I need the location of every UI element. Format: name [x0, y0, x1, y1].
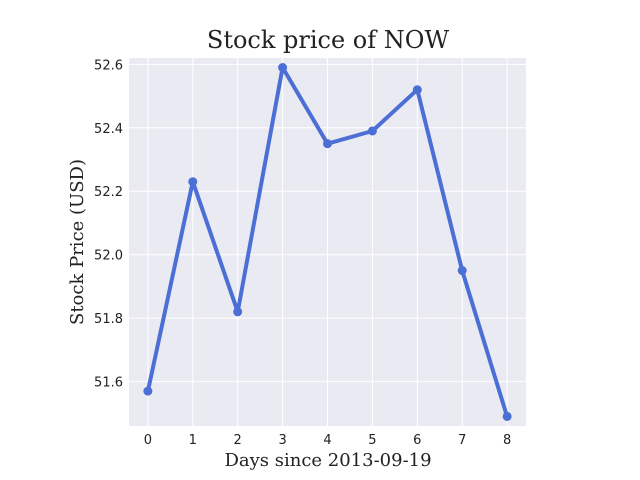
- data-points: [143, 63, 512, 421]
- x-tick-label: 6: [413, 433, 421, 448]
- x-tick-labels: 0 1 2 3 4 5 6 7 8: [144, 433, 512, 448]
- data-point: [188, 177, 198, 187]
- x-tick-label: 4: [323, 433, 331, 448]
- x-tick-label: 2: [234, 433, 242, 448]
- y-tick-label: 52.0: [94, 249, 123, 264]
- x-tick-label: 0: [144, 433, 152, 448]
- y-tick-label: 51.6: [94, 376, 123, 391]
- x-tick-label: 5: [368, 433, 376, 448]
- data-point: [323, 139, 332, 149]
- y-tick-label: 52.2: [94, 185, 123, 200]
- x-tick-label: 7: [458, 433, 466, 448]
- data-point: [233, 307, 243, 317]
- data-point: [367, 126, 377, 136]
- data-point: [502, 411, 512, 421]
- data-point: [412, 85, 422, 95]
- x-tick-label: 8: [503, 433, 511, 448]
- chart-title: Stock price of NOW: [207, 26, 450, 54]
- y-tick-labels: 51.6 51.8 52.0 52.2 52.4 52.6: [94, 58, 123, 390]
- data-point: [143, 386, 153, 396]
- x-tick-label: 1: [189, 433, 197, 448]
- y-tick-label: 52.4: [94, 122, 123, 137]
- x-tick-label: 3: [278, 433, 286, 448]
- grid-lines: [129, 58, 526, 426]
- y-tick-label: 51.8: [94, 312, 123, 327]
- data-point: [457, 266, 467, 276]
- y-axis-label: Stock Price (USD): [67, 159, 88, 325]
- y-tick-label: 52.6: [94, 58, 123, 73]
- x-axis-label: Days since 2013-09-19: [224, 450, 431, 471]
- data-point: [278, 63, 288, 73]
